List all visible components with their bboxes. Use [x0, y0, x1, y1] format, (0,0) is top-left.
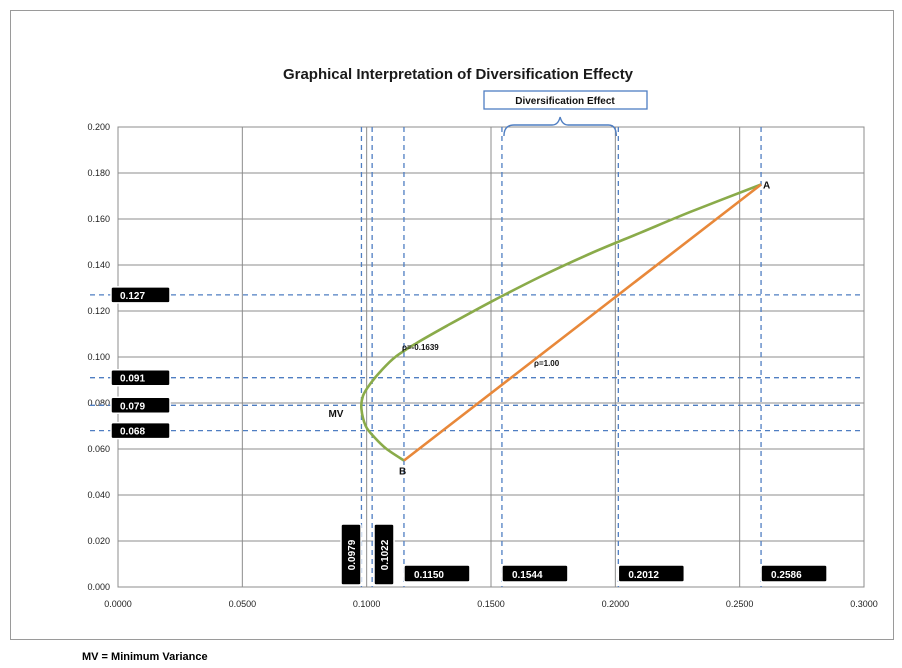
y-tick-label: 0.180: [87, 168, 110, 178]
series-line-rho-one: [403, 183, 762, 462]
x-value-box: [760, 564, 828, 583]
x-value-label: 0.2012: [628, 570, 659, 581]
y-value-box: [110, 421, 171, 440]
y-value-label: 0.079: [120, 401, 145, 412]
annotation-brace: [503, 116, 618, 137]
y-tick-label: 0.080: [87, 398, 110, 408]
point-label-mv: MV: [328, 409, 343, 420]
x-value-box: [403, 564, 471, 583]
x-value-label: 0.1150: [414, 570, 444, 581]
x-tick-label: 0.2500: [726, 599, 754, 609]
x-value-box: [501, 564, 569, 583]
x-tick-label: 0.2000: [602, 599, 630, 609]
x-value-label: 0.2586: [771, 570, 802, 581]
chart-frame: [10, 10, 894, 640]
y-tick-label: 0.100: [87, 352, 110, 362]
y-tick-label: 0.160: [87, 214, 110, 224]
y-value-label: 0.068: [120, 427, 145, 438]
y-value-box: [110, 368, 171, 387]
y-value-label: 0.127: [120, 291, 145, 302]
annotation-label: Diversification Effect: [515, 96, 615, 107]
y-tick-label: 0.000: [87, 582, 110, 592]
x-value-box: [617, 564, 686, 583]
series-line-rho-negative: [359, 183, 762, 462]
x-tick-label: 0.0500: [229, 599, 257, 609]
y-tick-label: 0.140: [87, 260, 110, 270]
y-tick-label: 0.200: [87, 122, 110, 132]
y-tick-label: 0.020: [87, 536, 110, 546]
series-label-rho-negative: ρ=-0.1639: [402, 343, 439, 352]
y-value-box: [110, 396, 171, 415]
point-label-a: A: [763, 181, 770, 192]
y-tick-label: 0.040: [87, 490, 110, 500]
footnote: MV = Minimum Variance: [82, 651, 208, 663]
x-tick-label: 0.1500: [477, 599, 505, 609]
annotation-box: [483, 90, 648, 110]
x-value-box: [373, 523, 395, 586]
x-value-label: 0.0979: [347, 539, 358, 570]
series-label-rho-one: ρ=1.00: [534, 359, 560, 368]
y-value-box: [110, 286, 171, 304]
x-tick-label: 0.3000: [850, 599, 878, 609]
x-value-label: 0.1022: [380, 539, 391, 570]
x-value-label: 0.1544: [512, 570, 543, 581]
point-label-b: B: [399, 467, 406, 478]
y-tick-label: 0.060: [87, 444, 110, 454]
x-tick-label: 0.1000: [353, 599, 381, 609]
chart-title: Graphical Interpretation of Diversificat…: [283, 66, 634, 83]
y-tick-label: 0.120: [87, 306, 110, 316]
y-value-label: 0.091: [120, 374, 145, 385]
x-tick-label: 0.0000: [104, 599, 132, 609]
x-value-box: [340, 523, 362, 586]
